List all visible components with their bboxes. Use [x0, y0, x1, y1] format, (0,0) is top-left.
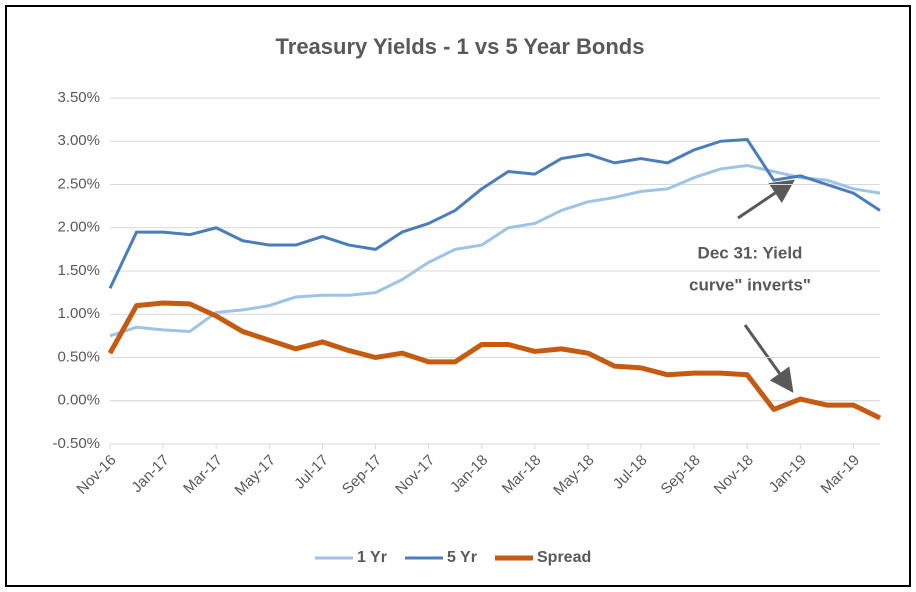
- chart-border: [5, 5, 911, 587]
- y-tick-label: 0.50%: [57, 348, 100, 365]
- annotation-arrow: [743, 324, 794, 393]
- series-line: [109, 163, 881, 338]
- y-tick-label: 1.00%: [57, 305, 100, 322]
- y-tick-label: 0.00%: [57, 392, 100, 409]
- y-tick-label: 2.00%: [57, 219, 100, 236]
- y-tick-label: 3.00%: [57, 132, 100, 149]
- legend-label: Spread: [537, 549, 591, 566]
- y-tick-label: -0.50%: [52, 435, 100, 452]
- series-line: [108, 138, 881, 289]
- y-tick-label: 2.50%: [57, 175, 100, 192]
- y-tick-label: 1.50%: [57, 262, 100, 279]
- legend-label: 5 Yr: [447, 549, 477, 566]
- annotation: Dec 31: Yield: [698, 243, 803, 262]
- annotation-arrow: [737, 179, 795, 220]
- series-line: [107, 300, 882, 421]
- annotation: curve" inverts": [689, 275, 811, 294]
- legend-label: 1 Yr: [357, 549, 387, 566]
- chart-title: Treasury Yields - 1 vs 5 Year Bonds: [276, 34, 645, 59]
- y-tick-label: 3.50%: [57, 89, 100, 106]
